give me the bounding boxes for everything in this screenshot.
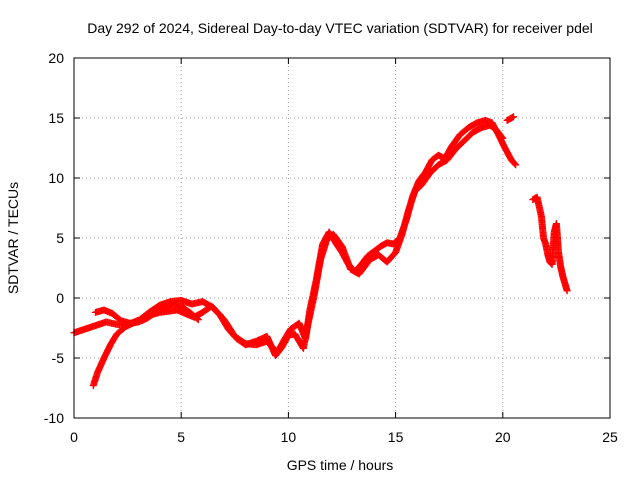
y-tick-label: -10 bbox=[44, 410, 64, 426]
y-tick-label: 15 bbox=[48, 110, 64, 126]
series-arc-3 bbox=[91, 300, 202, 327]
y-tick-label: 0 bbox=[56, 290, 64, 306]
y-tick-label: 10 bbox=[48, 170, 64, 186]
grid-layer bbox=[74, 58, 610, 418]
data-point-fill bbox=[193, 315, 201, 323]
data-point-fill bbox=[511, 160, 519, 168]
x-tick-label: 20 bbox=[495, 429, 511, 445]
y-tick-label: 20 bbox=[48, 50, 64, 66]
y-tick-label: -5 bbox=[52, 350, 65, 366]
data-point-fill bbox=[498, 133, 506, 141]
series-arc-2 bbox=[89, 121, 507, 390]
data-point bbox=[512, 161, 520, 169]
y-tick-label: 5 bbox=[56, 230, 64, 246]
x-tick-label: 25 bbox=[602, 429, 618, 445]
x-tick-label: 15 bbox=[388, 429, 404, 445]
points-layer bbox=[70, 113, 571, 390]
chart-title: Day 292 of 2024, Sidereal Day-to-day VTE… bbox=[87, 20, 593, 36]
x-tick-label: 0 bbox=[70, 429, 78, 445]
tick-labels: 0 5 10 15 20 25 -10 -5 0 5 10 15 20 bbox=[44, 50, 618, 445]
x-tick-label: 10 bbox=[281, 429, 297, 445]
ticks-layer bbox=[73, 57, 611, 419]
x-axis-label: GPS time / hours bbox=[287, 457, 394, 473]
y-axis-label: SDTVAR / TECUs bbox=[5, 182, 21, 294]
data-point bbox=[194, 316, 202, 324]
series-arc-4 bbox=[503, 113, 571, 295]
data-point bbox=[499, 134, 507, 142]
data-point bbox=[510, 113, 518, 121]
x-tick-label: 5 bbox=[177, 429, 185, 445]
data-point bbox=[563, 287, 571, 295]
